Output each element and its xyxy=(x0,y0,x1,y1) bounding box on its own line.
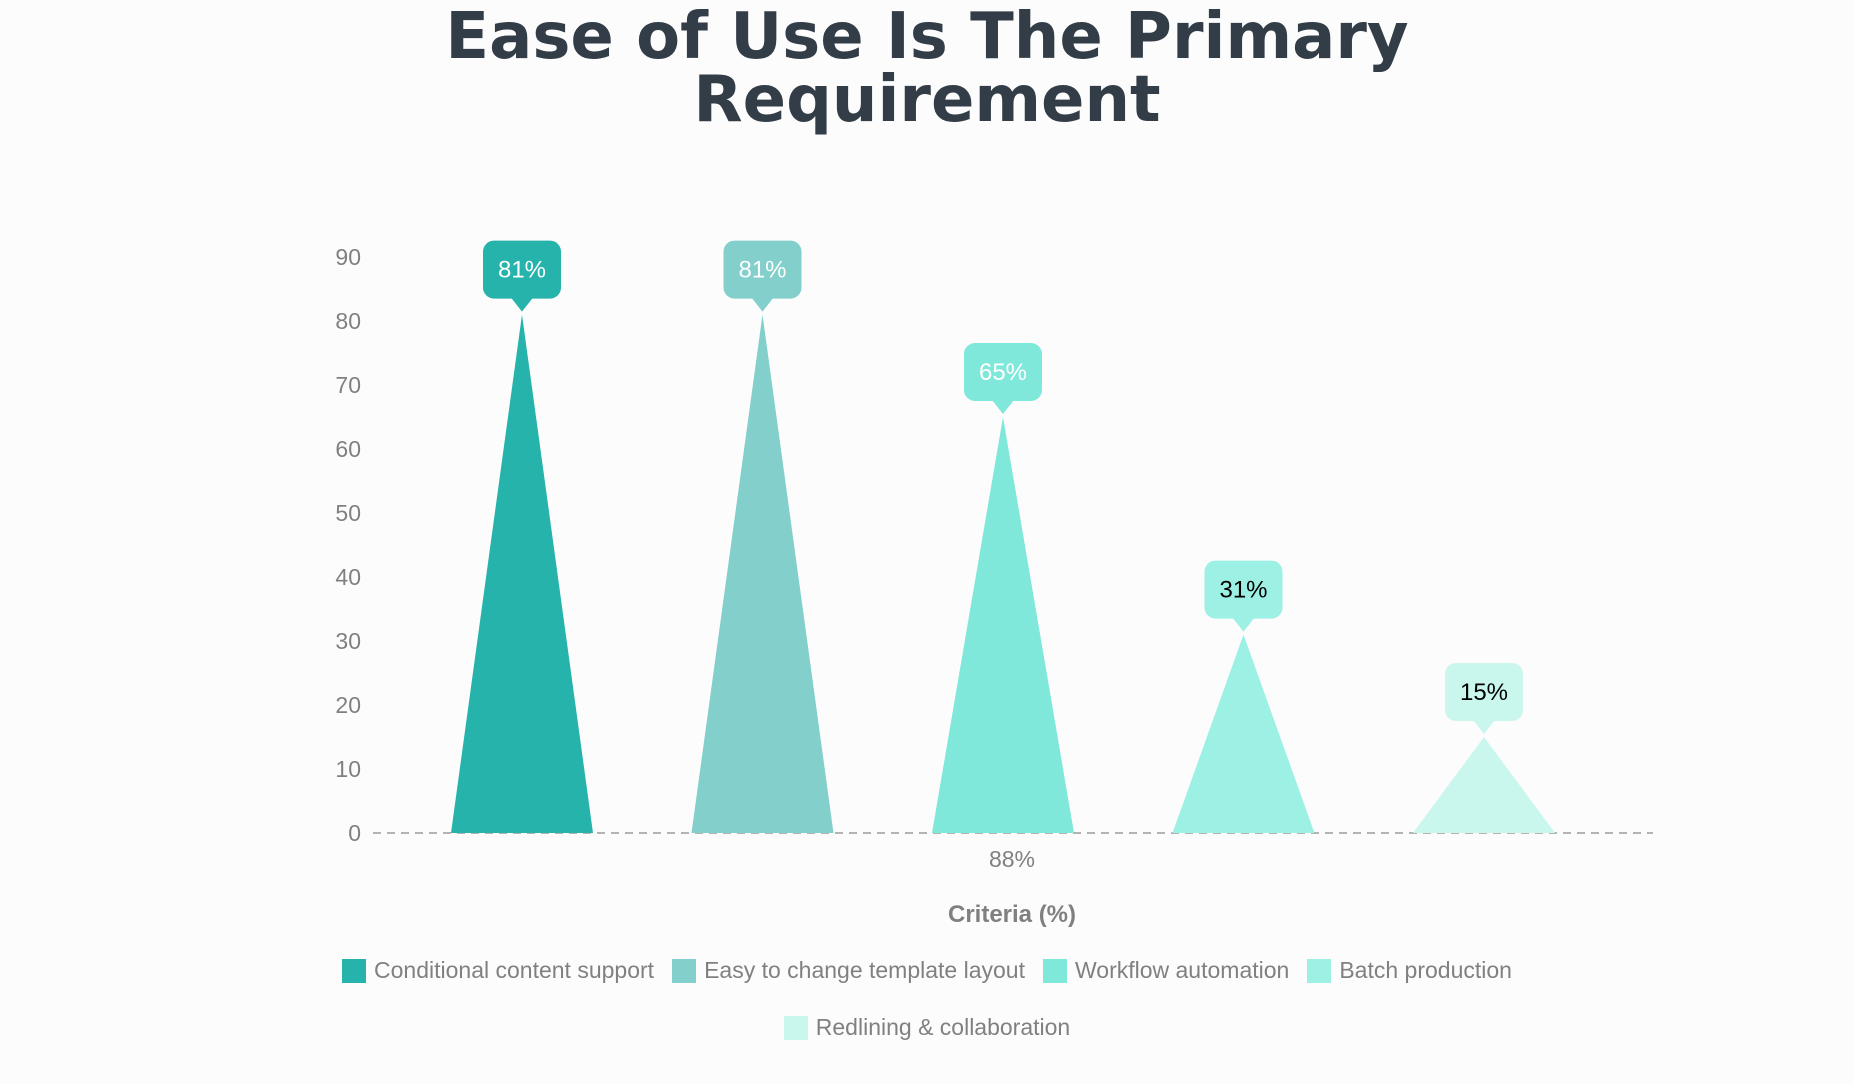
data-label-box xyxy=(723,240,802,299)
bar[interactable] xyxy=(451,314,593,834)
legend-swatch xyxy=(672,958,697,983)
legend-item[interactable]: Conditional content support xyxy=(342,957,655,983)
data-label-box xyxy=(964,343,1042,401)
legend-swatch xyxy=(783,1015,808,1040)
data-label-box xyxy=(483,240,561,299)
data-label-pointer xyxy=(511,297,533,312)
chart-title-line-2: Requirement xyxy=(693,63,1161,137)
legend-label: Redlining & collaboration xyxy=(815,1014,1071,1040)
bar[interactable] xyxy=(691,314,834,834)
legend-label: Batch production xyxy=(1339,957,1512,983)
y-tick-label: 70 xyxy=(335,372,361,398)
legend-label: Conditional content support xyxy=(374,957,655,983)
legend-label: Workflow automation xyxy=(1074,957,1290,983)
legend-item[interactable]: Redlining & collaboration xyxy=(783,1014,1071,1040)
legend-item[interactable]: Easy to change template layout xyxy=(672,957,1025,983)
legend-item[interactable]: Batch production xyxy=(1307,957,1512,983)
y-tick-label: 20 xyxy=(335,692,361,718)
legend-swatch xyxy=(1307,958,1332,983)
bar[interactable] xyxy=(1413,737,1555,833)
y-tick-label: 50 xyxy=(335,500,361,526)
y-tick-label: 10 xyxy=(335,756,361,782)
y-tick-label: 80 xyxy=(335,308,361,334)
data-label-pointer xyxy=(751,297,774,312)
data-label: 31% xyxy=(1204,560,1283,632)
legend: Conditional content support Easy to chang… xyxy=(0,957,1854,1040)
y-tick-label: 40 xyxy=(335,564,361,590)
y-tick-label: 90 xyxy=(335,244,361,270)
data-label-pointer xyxy=(992,400,1014,414)
data-label-box xyxy=(1445,663,1523,721)
data-label-text: 15% xyxy=(1460,679,1508,706)
data-label: 81% xyxy=(723,240,802,312)
legend-label: Easy to change template layout xyxy=(704,957,1025,983)
chart-title-line-1: Ease of Use Is The Primary xyxy=(445,0,1409,74)
data-label-text: 65% xyxy=(979,359,1027,386)
chart-title: Ease of Use Is The Primary Requirement xyxy=(0,0,1854,132)
x-tick-label: 88% xyxy=(989,846,1035,872)
bar[interactable] xyxy=(932,417,1074,833)
bar[interactable] xyxy=(1172,634,1315,833)
data-label: 81% xyxy=(483,240,561,312)
x-axis-label: Criteria (%) xyxy=(948,901,1076,928)
data-labels: 81% 81% 65% 31% 15% xyxy=(483,240,1523,734)
legend-swatch xyxy=(342,958,367,983)
bars xyxy=(451,314,1555,834)
data-label-box xyxy=(1204,560,1283,619)
legend-item[interactable]: Workflow automation xyxy=(1042,957,1290,983)
y-tick-label: 60 xyxy=(335,436,361,462)
y-tick-label: 0 xyxy=(348,820,361,846)
data-label-pointer xyxy=(1232,617,1255,632)
data-label: 65% xyxy=(964,343,1042,414)
legend-swatch xyxy=(1042,958,1067,983)
data-label-text: 81% xyxy=(498,257,546,284)
data-label-text: 31% xyxy=(1219,577,1267,604)
data-label: 15% xyxy=(1445,663,1523,734)
y-tick-label: 30 xyxy=(335,628,361,654)
y-axis: 0 10 20 30 40 50 60 70 80 90 xyxy=(335,244,361,846)
data-label-pointer xyxy=(1473,720,1495,734)
data-label-text: 81% xyxy=(738,257,786,284)
